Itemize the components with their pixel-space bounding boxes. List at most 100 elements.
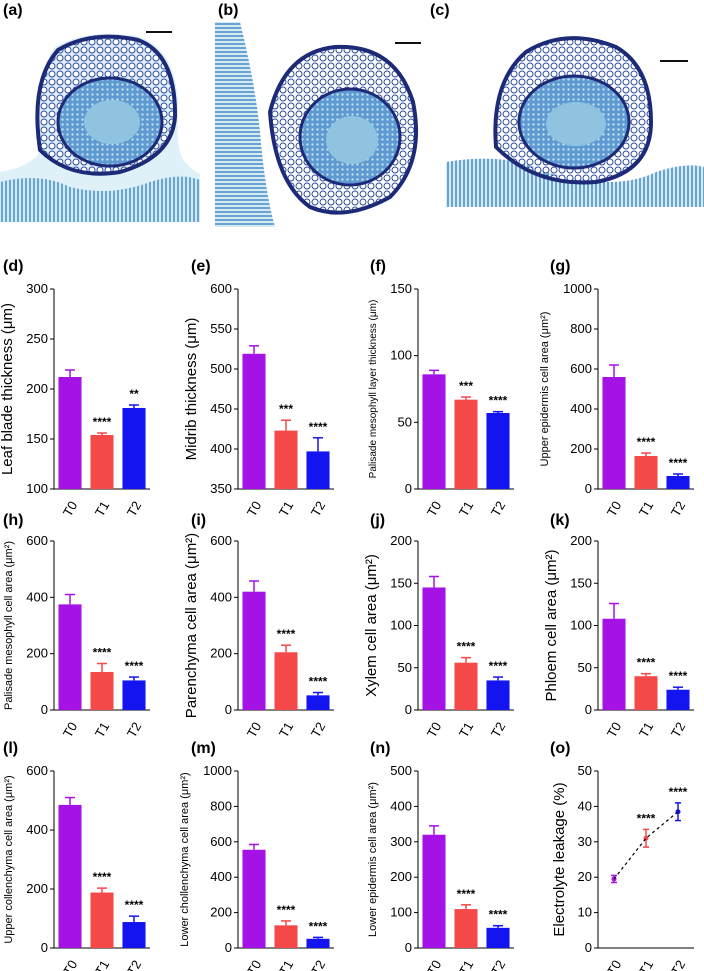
bar-T1 (634, 676, 658, 710)
y-tick-label: 350 (210, 481, 232, 496)
micrograph-b-image (215, 22, 419, 227)
x-tick-label: T0 (244, 719, 265, 740)
y-tick-label: 250 (26, 331, 48, 346)
y-tick-label: 30 (578, 834, 592, 849)
y-tick-label: 600 (210, 281, 232, 296)
significance-label: **** (125, 898, 144, 912)
y-tick-label: 100 (390, 905, 412, 920)
panel-label-o: (o) (550, 740, 571, 757)
x-tick-label: T0 (244, 957, 265, 971)
panel-label-f: (f) (370, 258, 386, 275)
y-tick-label: 100 (570, 618, 592, 633)
x-tick-label: T0 (604, 719, 625, 740)
y-tick-label: 600 (210, 533, 232, 548)
scale-bar-c (660, 60, 688, 62)
significance-label: **** (309, 420, 328, 434)
significance-label: **** (93, 646, 112, 660)
x-tick-label: T1 (456, 957, 477, 971)
bar-T0 (602, 377, 626, 489)
panel-label-l: (l) (3, 740, 19, 757)
significance-label: **** (669, 785, 688, 799)
bar-T0 (58, 377, 82, 489)
y-tick-label: 600 (26, 533, 48, 548)
x-tick-label: T0 (60, 957, 81, 971)
x-tick-label: T2 (668, 957, 689, 971)
micrograph-a (0, 22, 200, 222)
y-tick-label: 200 (390, 533, 412, 548)
significance-label: **** (637, 435, 656, 449)
x-tick-label: T1 (92, 719, 113, 740)
y-tick-label: 0 (41, 702, 48, 717)
x-tick-label: T1 (456, 498, 477, 519)
y-tick-label: 200 (570, 441, 592, 456)
y-axis-label: Parenchyma cell area (μm²) (183, 533, 200, 718)
significance-label: **** (669, 669, 688, 683)
y-axis-label: Palisade mesophyll cell area (μm²) (3, 541, 15, 710)
point-T1 (643, 835, 649, 841)
significance-label: **** (309, 675, 328, 689)
y-axis-label: Lower chollenchyma cell area (μm²) (179, 772, 191, 946)
panel-label-k: (k) (550, 512, 570, 529)
x-tick-label: T1 (636, 957, 657, 971)
x-tick-label: T1 (92, 498, 113, 519)
bar-T2 (666, 476, 690, 489)
x-tick-label: T0 (424, 957, 445, 971)
y-tick-label: 200 (26, 881, 48, 896)
bar-T2 (306, 451, 330, 489)
chart-i: 0 200 400 600 Parenchyma cell area (μm²) T0 **… (183, 533, 334, 740)
y-tick-label: 50 (578, 660, 592, 675)
x-tick-label: T2 (668, 498, 689, 519)
significance-label: ** (129, 387, 139, 401)
y-axis-label: Upper collenchyma cell area (μm²) (3, 775, 15, 943)
significance-label: *** (279, 402, 293, 416)
y-axis-label: Palisade mesophyll layer thickness (μm) (368, 300, 379, 479)
bar-T0 (242, 591, 266, 710)
x-tick-label: T1 (276, 498, 297, 519)
y-tick-label: 400 (210, 869, 232, 884)
y-tick-label: 400 (210, 441, 232, 456)
y-tick-label: 50 (398, 660, 412, 675)
chart-n: 0 100 200 300 400 500 Lower epidermis cell are… (367, 763, 514, 971)
y-tick-label: 400 (570, 401, 592, 416)
significance-label: **** (457, 887, 476, 901)
chart-e: 350 400 450 500 550 600 Midrib thickness (μm) T… (183, 281, 334, 519)
significance-label: **** (489, 659, 508, 673)
y-tick-label: 600 (570, 361, 592, 376)
y-tick-label: 400 (26, 822, 48, 837)
x-tick-label: T1 (276, 957, 297, 971)
panel-label-a: (a) (3, 2, 23, 19)
point-T0 (611, 876, 617, 882)
x-tick-label: T2 (308, 498, 329, 519)
bar-T1 (634, 456, 658, 489)
y-tick-label: 200 (210, 905, 232, 920)
bar-T1 (90, 892, 114, 948)
significance-label: **** (637, 811, 656, 825)
y-axis-label: Xylem cell area (μm²) (363, 554, 380, 697)
bar-T1 (274, 925, 298, 948)
x-tick-label: T2 (488, 957, 509, 971)
y-tick-label: 400 (26, 589, 48, 604)
y-tick-label: 100 (390, 618, 412, 633)
bar-T2 (122, 408, 146, 489)
x-tick-label: T2 (308, 719, 329, 740)
panel-label-g: (g) (550, 258, 571, 275)
chart-g: 0 200 400 600 800 1000 Upper epidermis cell ar… (539, 281, 694, 519)
x-tick-label: T0 (424, 719, 445, 740)
y-tick-label: 0 (41, 940, 48, 955)
chart-f: 0 50 100 150 Palisade mesophyll layer thickn… (368, 281, 514, 519)
panel-label-b: (b) (218, 2, 239, 19)
bar-T2 (122, 922, 146, 948)
x-tick-label: T0 (604, 957, 625, 971)
y-tick-label: 40 (578, 798, 592, 813)
x-tick-label: T2 (124, 957, 145, 971)
y-tick-label: 0 (405, 940, 412, 955)
x-tick-label: T0 (244, 498, 265, 519)
y-tick-label: 200 (26, 646, 48, 661)
y-tick-label: 100 (390, 348, 412, 363)
y-tick-label: 300 (26, 281, 48, 296)
y-axis-label: Lower epidermis cell area (μm²) (367, 782, 379, 937)
bar-T1 (90, 671, 114, 710)
y-tick-label: 800 (210, 798, 232, 813)
y-tick-label: 0 (585, 940, 592, 955)
x-tick-label: T1 (456, 719, 477, 740)
